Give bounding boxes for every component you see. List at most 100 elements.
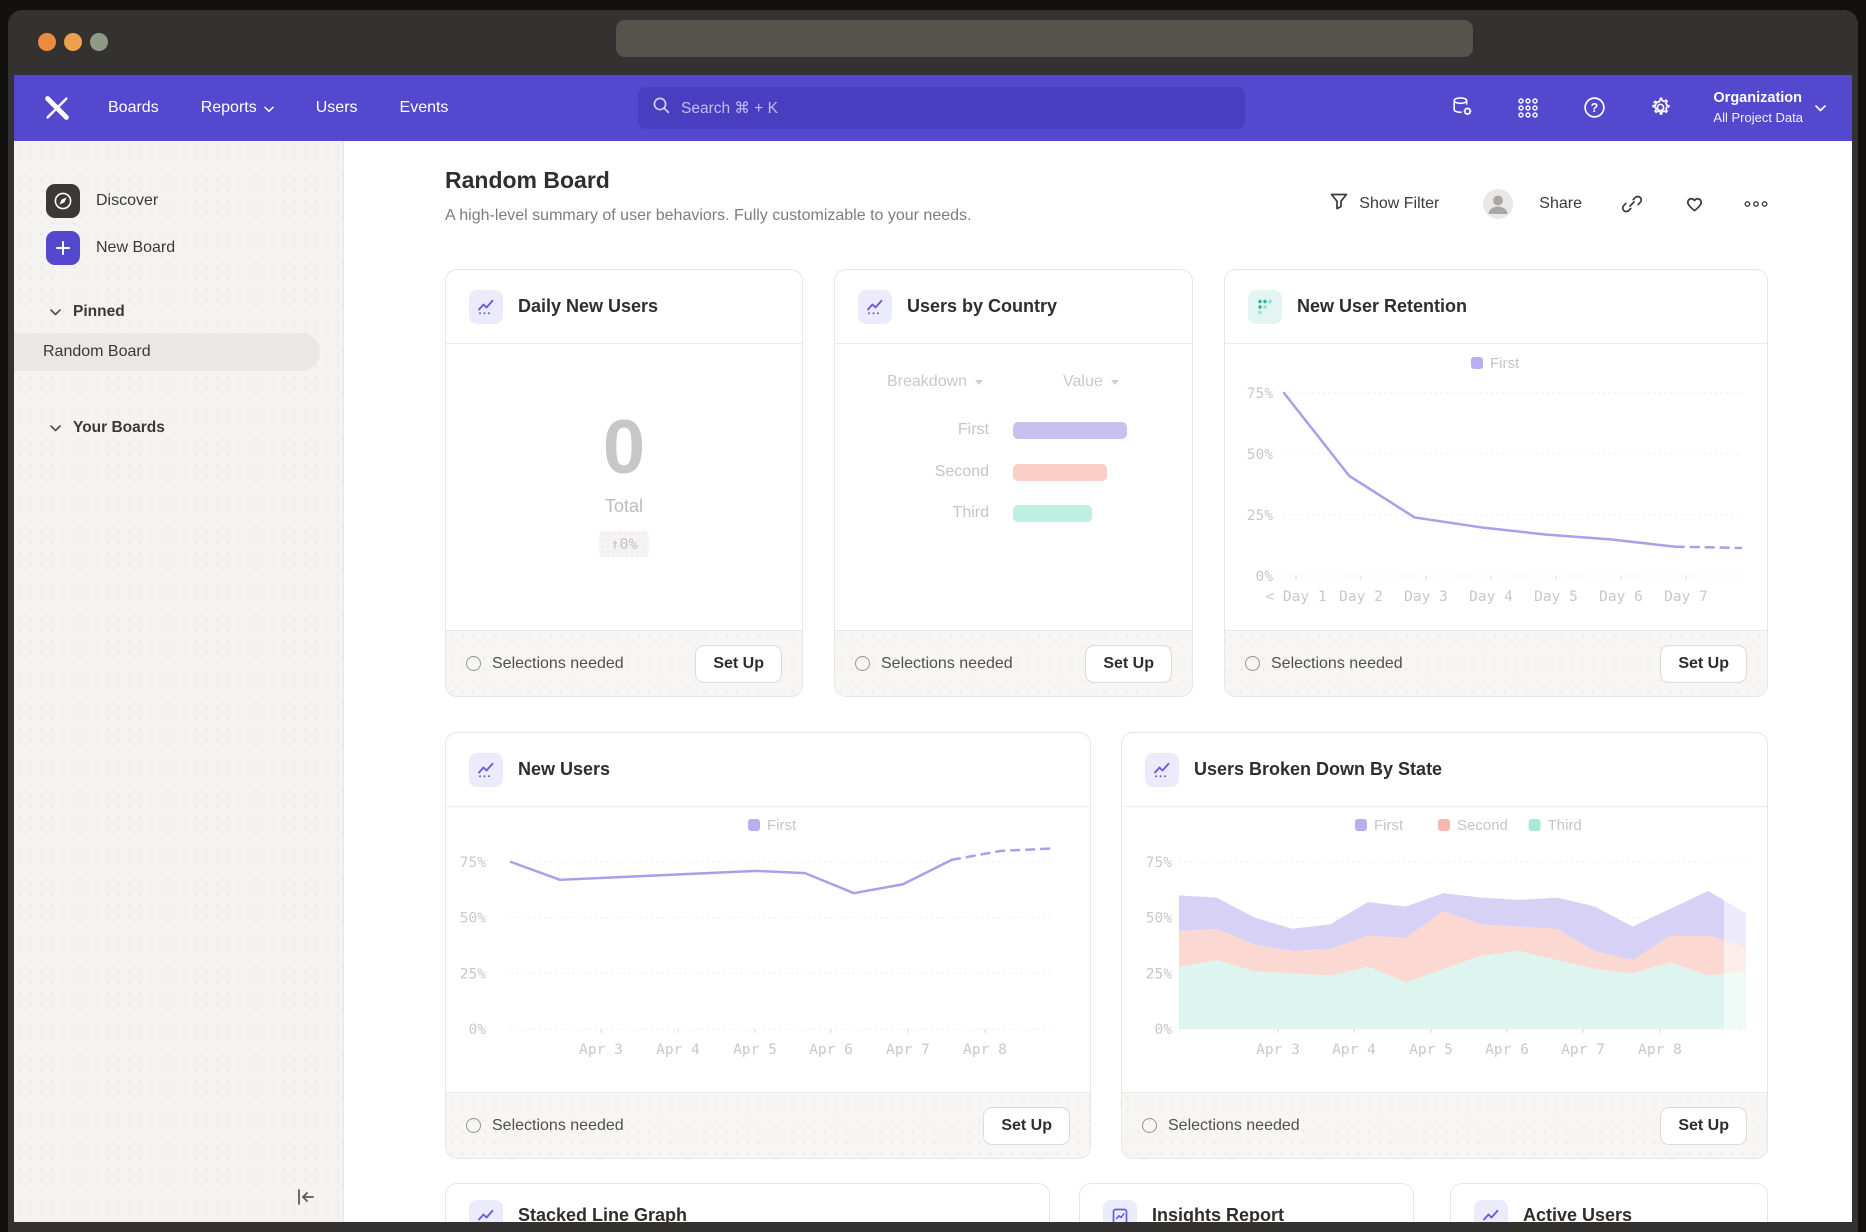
legend-swatch — [1528, 819, 1541, 831]
more-options-icon[interactable] — [1744, 192, 1768, 216]
status-circle-icon — [466, 1118, 481, 1133]
country-row-bar — [1013, 463, 1107, 481]
address-bar[interactable] — [616, 20, 1473, 57]
nav-item-reports[interactable]: Reports — [201, 99, 274, 117]
metric-label: Total — [604, 495, 644, 516]
favorite-heart-icon[interactable] — [1682, 192, 1706, 216]
card-title: Daily New Users — [518, 296, 659, 316]
legend-swatch — [748, 819, 760, 831]
x-axis-tick: Apr 3 — [1256, 1042, 1300, 1058]
retention-line-chart: 75% 50% 25% 0% < Day 1 Day 2 Day 3 Day 4 Day 5 Da… — [1247, 355, 1743, 605]
caret-down-icon — [1110, 379, 1119, 385]
mixpanel-logo-icon[interactable] — [40, 91, 74, 125]
sidebar-item-label: Discover — [96, 192, 159, 209]
legend-label: Second — [1457, 817, 1508, 834]
value-dropdown[interactable]: Value — [1063, 373, 1119, 391]
metric-delta-badge: ↑0% — [599, 530, 649, 557]
set-up-button[interactable]: Set Up — [983, 1106, 1070, 1145]
board-actions: Show Filter Share — [1329, 189, 1768, 219]
set-up-button[interactable]: Set Up — [1660, 644, 1747, 683]
traffic-lights[interactable] — [38, 33, 108, 51]
y-axis-tick: 75% — [1247, 386, 1273, 402]
maximize-window-icon[interactable] — [90, 33, 108, 51]
x-axis-tick: Day 5 — [1534, 589, 1578, 605]
close-window-icon[interactable] — [38, 33, 56, 51]
x-axis-tick: Apr 7 — [1561, 1042, 1605, 1058]
set-up-button[interactable]: Set Up — [695, 644, 782, 683]
section-label: Pinned — [73, 303, 125, 320]
sidebar-item-new-board[interactable]: New Board — [46, 231, 175, 265]
help-icon[interactable]: ? — [1581, 95, 1607, 121]
nav-item-events[interactable]: Events — [399, 99, 449, 116]
sidebar-item-discover[interactable]: Discover — [46, 184, 158, 218]
search-input[interactable]: Search ⌘ + K — [638, 87, 1245, 129]
share-button[interactable]: Share — [1539, 195, 1582, 213]
status-circle-icon — [1142, 1118, 1157, 1133]
breakdown-dropdown[interactable]: Breakdown — [887, 373, 984, 391]
chevron-down-icon — [1815, 99, 1826, 117]
x-axis-tick: Day 7 — [1664, 589, 1708, 605]
sidebar-section-your-boards[interactable]: Your Boards — [50, 419, 165, 437]
sidebar-section-pinned[interactable]: Pinned — [50, 303, 125, 321]
line-chart-icon — [469, 289, 503, 324]
set-up-button[interactable]: Set Up — [1660, 1106, 1747, 1145]
settings-gear-icon[interactable] — [1647, 95, 1673, 121]
series-line — [1282, 391, 1677, 548]
legend-swatch — [1471, 357, 1483, 369]
new-users-line-chart: 75% 50% 25% 0% Apr 3 Apr 4 Apr 5 Apr 6 Apr 7 Apr … — [460, 817, 1052, 1058]
area-layer-third — [1179, 951, 1746, 1029]
minimize-window-icon[interactable] — [64, 33, 82, 51]
show-filter-button[interactable]: Show Filter — [1329, 192, 1439, 216]
country-row-label: Third — [952, 504, 989, 521]
country-row: First — [958, 421, 1127, 439]
y-axis-tick: 0% — [469, 1022, 487, 1038]
retention-grid-icon — [1248, 289, 1282, 324]
funnel-icon — [1329, 192, 1349, 216]
top-nav: Boards Reports Users Events Search ⌘ + K — [14, 75, 1852, 141]
card-title: New Users — [518, 759, 611, 779]
status-selections-needed: Selections needed — [1245, 655, 1403, 673]
card-title: Active Users — [1523, 1205, 1633, 1225]
sidebar-item-random-board[interactable]: Random Board — [14, 333, 320, 371]
x-axis-tick: Apr 7 — [886, 1042, 930, 1058]
nav-item-boards[interactable]: Boards — [108, 99, 159, 116]
card-title: New User Retention — [1297, 296, 1468, 316]
data-management-icon[interactable] — [1449, 95, 1475, 121]
y-axis-tick: 75% — [1146, 855, 1172, 871]
org-switcher[interactable]: Organization All Project Data — [1713, 89, 1826, 126]
status-circle-icon — [1245, 656, 1260, 671]
country-row: Second — [935, 463, 1107, 481]
status-selections-needed: Selections needed — [855, 655, 1013, 673]
status-circle-icon — [855, 656, 870, 671]
apps-grid-icon[interactable] — [1515, 95, 1541, 121]
collapse-sidebar-icon[interactable] — [293, 1184, 319, 1210]
series-line-forecast — [950, 847, 1052, 862]
search-icon — [652, 96, 671, 120]
search-placeholder: Search ⌘ + K — [681, 99, 778, 117]
legend-label: First — [1490, 355, 1520, 372]
nav-item-users[interactable]: Users — [315, 99, 358, 116]
copy-link-icon[interactable] — [1620, 192, 1644, 216]
avatar[interactable] — [1483, 189, 1514, 219]
y-axis-tick: 50% — [1146, 911, 1172, 927]
org-project: All Project Data — [1713, 110, 1803, 125]
line-chart-icon — [469, 752, 503, 787]
app-frame: Boards Reports Users Events Search ⌘ + K — [14, 75, 1852, 1232]
y-axis-tick: 25% — [1146, 966, 1172, 982]
set-up-button[interactable]: Set Up — [1085, 644, 1172, 683]
window-frame-bottom — [8, 1222, 1858, 1232]
card-daily-new-users: Daily New Users 0 Total ↑0% Selections n… — [445, 269, 803, 697]
section-label: Your Boards — [73, 419, 165, 436]
x-axis-tick: Apr 3 — [579, 1042, 623, 1058]
x-axis-tick: Day 6 — [1599, 589, 1643, 605]
page-subtitle: A high-level summary of user behaviors. … — [445, 207, 972, 224]
board-name: Random Board — [43, 343, 151, 360]
x-axis-tick: < Day 1 — [1265, 589, 1326, 605]
org-name: Organization — [1713, 90, 1803, 107]
y-axis-tick: 25% — [1247, 508, 1273, 524]
metric-value: 0 — [602, 404, 646, 490]
status-selections-needed: Selections needed — [466, 655, 624, 673]
series-line — [509, 858, 954, 895]
card-title: Stacked Line Graph — [518, 1205, 688, 1225]
legend-swatch — [1355, 819, 1367, 831]
